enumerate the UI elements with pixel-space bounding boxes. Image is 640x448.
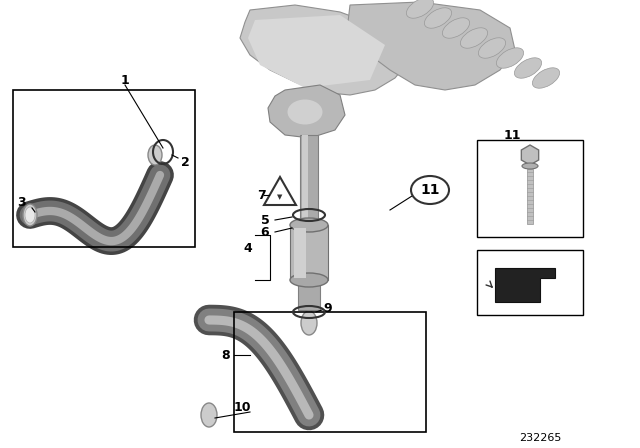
Ellipse shape [479,38,506,58]
Ellipse shape [497,48,524,68]
Text: 8: 8 [221,349,230,362]
Text: 11: 11 [503,129,521,142]
Bar [477,250,583,315]
Ellipse shape [148,145,162,165]
Polygon shape [495,268,555,302]
Bar [294,228,306,278]
Polygon shape [248,15,385,88]
Ellipse shape [515,58,541,78]
Text: 9: 9 [324,302,332,314]
Text: 11: 11 [420,183,440,197]
Ellipse shape [290,273,328,287]
Bar [302,135,308,220]
Text: ▼: ▼ [277,194,283,200]
Ellipse shape [25,207,35,223]
Bar [290,225,328,280]
Text: 2: 2 [180,155,189,168]
Polygon shape [240,5,410,95]
Ellipse shape [532,68,559,88]
Ellipse shape [301,311,317,335]
Ellipse shape [522,163,538,169]
Text: 5: 5 [260,214,269,227]
Text: 1: 1 [120,73,129,86]
Bar [234,312,426,432]
Text: 3: 3 [18,195,26,208]
Text: 4: 4 [244,241,252,254]
Bar [298,280,320,310]
Ellipse shape [287,99,323,125]
Ellipse shape [290,218,328,232]
Text: 6: 6 [260,225,269,238]
Bar [477,140,583,237]
Ellipse shape [442,18,470,38]
Text: 7: 7 [258,189,266,202]
Bar [300,135,318,220]
Ellipse shape [411,176,449,204]
Ellipse shape [201,403,217,427]
Ellipse shape [460,28,488,48]
Bar [13,90,195,247]
Ellipse shape [424,8,452,28]
Polygon shape [268,85,345,138]
Polygon shape [348,2,515,90]
Text: 232265: 232265 [519,433,561,443]
Ellipse shape [406,0,433,18]
Text: 10: 10 [233,401,251,414]
Polygon shape [522,145,539,165]
Bar [527,169,533,224]
Ellipse shape [23,204,37,226]
